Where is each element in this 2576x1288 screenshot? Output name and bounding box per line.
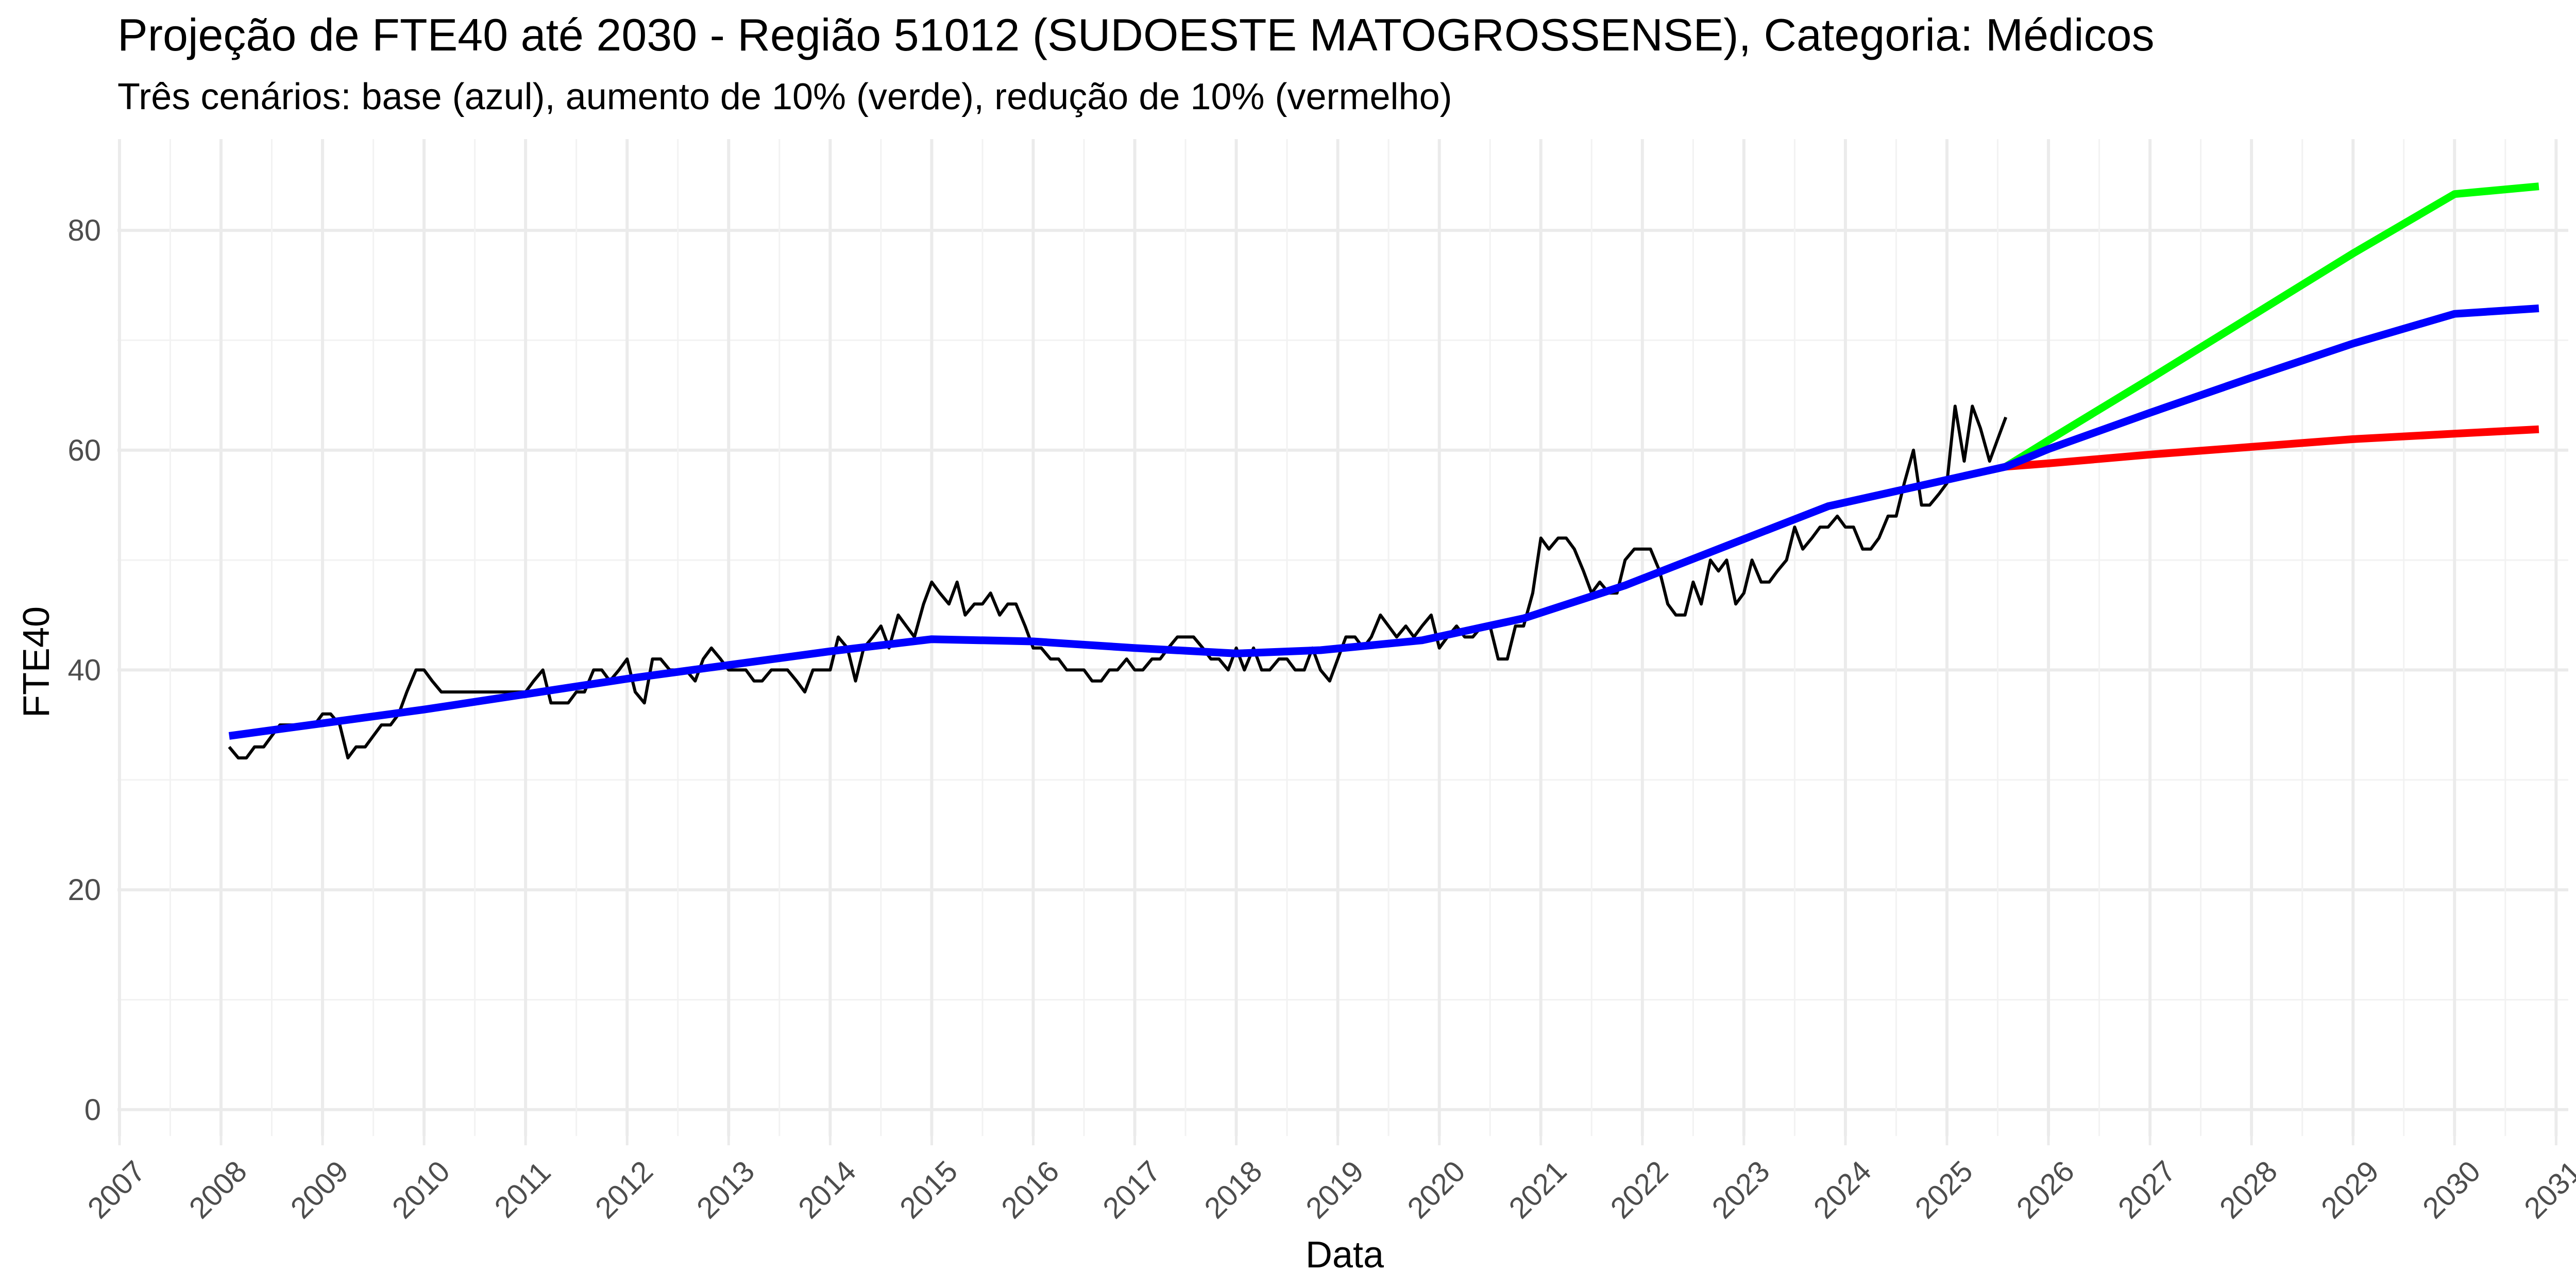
grid-layer (117, 139, 2568, 1136)
y-tick-label: 60 (67, 434, 101, 467)
x-tick-label: 2030 (2416, 1155, 2487, 1225)
x-tick-label: 2013 (690, 1155, 761, 1225)
x-tick-label: 2024 (1807, 1155, 1878, 1225)
x-tick-label: 2012 (589, 1155, 659, 1225)
x-tick-label: 2022 (1604, 1155, 1674, 1225)
x-tick-label: 2029 (2315, 1155, 2385, 1225)
series-line-observed (228, 404, 2008, 760)
series-line-decrease (2005, 425, 2539, 471)
x-tick-label: 2008 (183, 1155, 253, 1225)
x-tick-label: 2015 (893, 1155, 964, 1225)
x-tick-label: 2028 (2213, 1155, 2284, 1225)
x-tick-label: 2011 (488, 1155, 557, 1224)
x-tick-label: 2007 (81, 1155, 152, 1225)
x-tick-label: 2019 (1299, 1155, 1370, 1225)
chart-subtitle: Três cenários: base (azul), aumento de 1… (117, 76, 1452, 117)
x-tick-label: 2009 (284, 1155, 355, 1225)
x-tick-label: 2031 (2518, 1155, 2576, 1225)
y-tick-label: 0 (84, 1093, 101, 1127)
x-tick-label: 2014 (792, 1155, 862, 1225)
x-tick-label: 2020 (1401, 1155, 1471, 1225)
y-axis-title: FTE40 (16, 606, 57, 718)
x-axis-title: Data (1306, 1234, 1384, 1276)
chart-title: Projeção de FTE40 até 2030 - Região 5101… (117, 9, 2155, 60)
series-layer (228, 182, 2539, 760)
y-tick-label: 20 (67, 873, 101, 907)
y-tick-label: 80 (67, 214, 101, 247)
x-tick-label: 2010 (386, 1155, 456, 1225)
series-line-base (228, 304, 2539, 740)
x-tick-label: 2023 (1705, 1155, 1776, 1225)
x-tick-label: 2021 (1502, 1155, 1573, 1225)
x-tick-label: 2027 (2112, 1155, 2182, 1225)
x-tick-label: 2025 (1909, 1155, 1979, 1225)
x-tick-label: 2026 (2010, 1155, 2081, 1225)
x-tick-label: 2018 (1198, 1155, 1268, 1225)
y-tick-label: 40 (67, 653, 101, 687)
x-tick-label: 2016 (995, 1155, 1065, 1225)
axis-layer: 0 20 40 60 80 2007 2008 2009 2010 2011 2012 2013 201… (67, 214, 2576, 1225)
series-line-increase (2004, 182, 2539, 470)
x-tick-label: 2017 (1096, 1155, 1167, 1225)
